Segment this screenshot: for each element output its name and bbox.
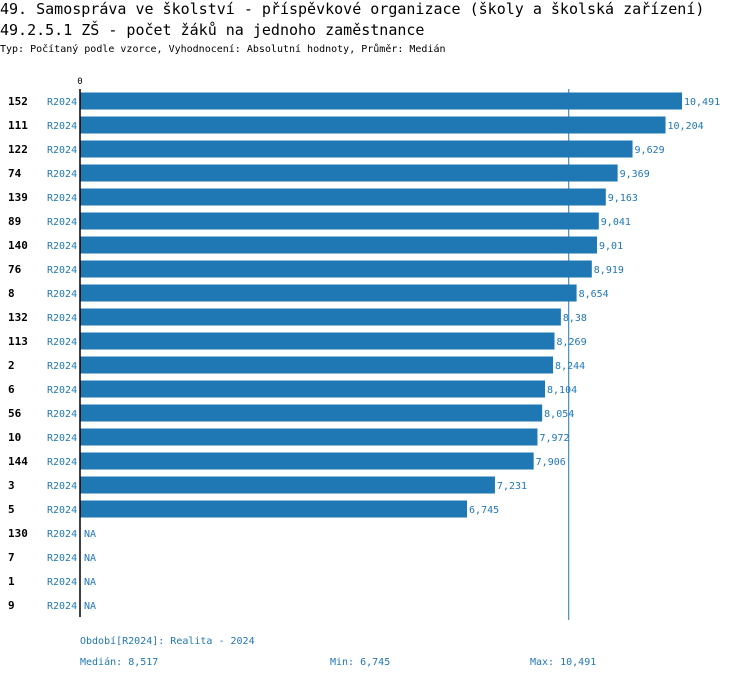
bar-value-label: 9,163 [608, 193, 638, 204]
bar [80, 308, 561, 326]
row-period-label: R2024 [47, 457, 77, 468]
row-id-label: 111 [8, 119, 28, 132]
row-period-label: R2024 [47, 241, 77, 252]
row-period-label: R2024 [47, 97, 77, 108]
period-legend: Období[R2024]: Realita - 2024 [80, 636, 255, 647]
bar [80, 92, 682, 110]
row-period-label: R2024 [47, 313, 77, 324]
bar [80, 476, 495, 494]
bar-value-label: 8,38 [563, 313, 587, 324]
row-period-label: R2024 [47, 529, 77, 540]
row-id-label: 140 [8, 239, 28, 252]
row-id-label: 139 [8, 191, 28, 204]
bar-value-label: 7,906 [536, 457, 566, 468]
bar [80, 116, 666, 134]
min-summary-label: Min: [330, 657, 355, 668]
bar [80, 428, 538, 446]
row-period-label: R2024 [47, 361, 77, 372]
row-id-label: 89 [8, 215, 21, 228]
min-summary: Min: 6,745 [330, 657, 390, 668]
bar-value-label: 8,919 [594, 265, 624, 276]
bar [80, 284, 577, 302]
bar [80, 452, 534, 470]
row-period-label: R2024 [47, 577, 77, 588]
bar-value-label: 10,204 [668, 121, 704, 132]
row-id-label: 9 [8, 599, 15, 612]
bar-value-label: 7,231 [497, 481, 527, 492]
row-id-label: 2 [8, 359, 15, 372]
row-id-label: 1 [8, 575, 15, 588]
bar [80, 212, 599, 230]
bar-value-label: NA [84, 601, 96, 612]
row-id-label: 5 [8, 503, 15, 516]
bar [80, 404, 543, 422]
chart-type-description: Typ: Počítaný podle vzorce, Vyhodnocení:… [0, 44, 446, 55]
row-id-label: 144 [8, 455, 28, 468]
row-id-label: 8 [8, 287, 15, 300]
row-id-label: 152 [8, 95, 28, 108]
bar-value-label: 8,104 [547, 385, 577, 396]
chart-subtitle: 49.2.5.1 ZŠ - počet žáků na jednoho zamě… [0, 21, 425, 39]
bar [80, 140, 633, 158]
bar [80, 236, 598, 254]
x-tick-label: 0 [77, 77, 82, 87]
bar-value-label: 7,972 [539, 433, 569, 444]
bar [80, 260, 592, 278]
row-period-label: R2024 [47, 265, 77, 276]
row-id-label: 10 [8, 431, 21, 444]
row-period-label: R2024 [47, 145, 77, 156]
row-period-label: R2024 [47, 289, 77, 300]
row-id-label: 74 [8, 167, 22, 180]
bar-value-label: 9,01 [599, 241, 623, 252]
max-summary-value: 10,491 [560, 657, 597, 668]
row-id-label: 6 [8, 383, 15, 396]
row-period-label: R2024 [47, 385, 77, 396]
bar-value-label: 8,654 [579, 289, 609, 300]
max-summary: Max: 10,491 [530, 657, 596, 668]
min-summary-value: 6,745 [360, 657, 391, 668]
row-id-label: 132 [8, 311, 28, 324]
bar [80, 332, 555, 350]
bar-value-label: NA [84, 553, 96, 564]
row-period-label: R2024 [47, 553, 77, 564]
bar [80, 380, 546, 398]
chart-title: 49. Samospráva ve školství - příspěvkové… [0, 0, 705, 18]
bar [80, 164, 618, 182]
row-id-label: 56 [8, 407, 22, 420]
bar-value-label: 8,054 [544, 409, 574, 420]
row-period-label: R2024 [47, 193, 77, 204]
row-period-label: R2024 [47, 433, 77, 444]
bar [80, 188, 606, 206]
row-id-label: 122 [8, 143, 28, 156]
row-period-label: R2024 [47, 169, 77, 180]
row-period-label: R2024 [47, 337, 77, 348]
row-id-label: 113 [8, 335, 28, 348]
max-summary-label: Max: [530, 657, 555, 668]
bar-value-label: NA [84, 529, 96, 540]
row-period-label: R2024 [47, 121, 77, 132]
row-period-label: R2024 [47, 481, 77, 492]
row-period-label: R2024 [47, 217, 77, 228]
bar-value-label: 6,745 [469, 505, 499, 516]
bar-value-label: 8,244 [555, 361, 585, 372]
bar [80, 356, 554, 374]
bar-value-label: 9,629 [635, 145, 665, 156]
row-period-label: R2024 [47, 505, 77, 516]
bar-value-label: 9,041 [601, 217, 631, 228]
row-period-label: R2024 [47, 601, 77, 612]
row-id-label: 7 [8, 551, 15, 564]
bar-value-label: NA [84, 577, 96, 588]
bar-value-label: 8,269 [556, 337, 586, 348]
row-id-label: 3 [8, 479, 15, 492]
bar [80, 500, 468, 518]
median-summary: Medián: 8,517 [80, 657, 158, 668]
bar-value-label: 10,491 [684, 97, 720, 108]
row-period-label: R2024 [47, 409, 77, 420]
median-summary-label: Medián: [80, 657, 123, 668]
bar-value-label: 9,369 [620, 169, 650, 180]
row-id-label: 76 [8, 263, 22, 276]
median-summary-value: 8,517 [128, 657, 159, 668]
row-id-label: 130 [8, 527, 28, 540]
